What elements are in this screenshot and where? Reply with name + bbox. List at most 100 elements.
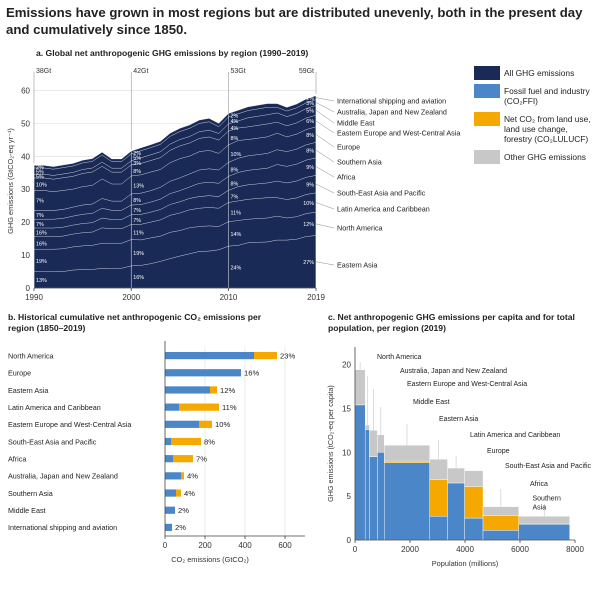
y-axis-label: GHG emissions (GtCO₂-eq yr⁻¹) <box>6 128 15 234</box>
legend-item-2: Net CO₂ from land use, land use change, … <box>474 112 598 144</box>
legend-label: All GHG emissions <box>504 68 575 78</box>
share-label: 9% <box>306 165 314 171</box>
category-label-africa: Africa <box>8 454 26 463</box>
category-label-north-america: North America <box>8 351 54 360</box>
share-label: 19% <box>36 259 47 265</box>
region-label-eastern-europe-and-west-central-asia: Eastern Europe and West-Central Asia <box>407 381 527 388</box>
leader-line <box>315 149 335 163</box>
legend-item-1: Fossil fuel and industry (CO₂FFI) <box>474 84 598 106</box>
legend-item-3: Other GHG emissions <box>474 150 598 164</box>
share-label: 10% <box>36 182 47 188</box>
bar-luluc-eastern-asia <box>384 460 430 464</box>
bar-ffi-southern-asia <box>165 489 176 497</box>
bar-ffi-south-east-asia-and-pacific <box>165 437 171 446</box>
total-label: 59Gt <box>299 68 314 75</box>
share-label: 2% <box>133 151 141 157</box>
region-label-australia-japan-and-new-zealand: Australia, Japan and New Zealand <box>400 368 507 375</box>
bar-ffi-europe <box>165 369 241 377</box>
bar-ffi-southern-asia <box>518 524 570 541</box>
leader-line <box>315 102 335 113</box>
y-tick-label: 20 <box>342 361 351 370</box>
bar-ffi-eastern-europe-and-west-central-asia <box>165 420 199 428</box>
total-label: 53Gt <box>230 68 245 75</box>
region-label-eastern-asia: Eastern Asia <box>439 416 478 423</box>
share-label: 6% <box>306 119 314 125</box>
region-label-europe: Europe <box>337 143 360 152</box>
legend-swatch <box>474 84 500 98</box>
bar-other-europe <box>447 467 465 484</box>
bar-ffi-europe <box>447 482 465 541</box>
share-label: 8% <box>230 182 238 188</box>
y-axis-label: GHG emissions (tCO₂-eq per capita) <box>326 385 335 502</box>
bar-value-label: 4% <box>184 489 195 498</box>
legend-swatch <box>474 150 500 164</box>
share-label: 19% <box>133 251 144 257</box>
x-tick-label: 2019 <box>307 293 325 302</box>
bar-value-label: 10% <box>215 420 230 429</box>
share-label: 14% <box>230 232 241 238</box>
share-label: 3% <box>306 101 314 107</box>
share-label: 24% <box>230 265 241 271</box>
bar-ffi-africa <box>482 530 519 541</box>
bar-value-label: 12% <box>220 386 235 395</box>
share-label: 2% <box>230 114 238 120</box>
leader-line <box>315 134 335 148</box>
bar-other-south-east-asia-and-pacific <box>464 470 484 487</box>
total-label: 38Gt <box>36 68 51 75</box>
bar-value-label: 11% <box>222 403 237 412</box>
y-tick-label: 30 <box>21 185 30 194</box>
y-tick-label: 15 <box>342 404 351 413</box>
y-tick-label: 60 <box>21 86 30 95</box>
leader-line <box>315 183 335 194</box>
region-label-africa: Africa <box>530 481 548 488</box>
share-label: 5% <box>36 174 44 180</box>
region-label-southern-asia-2: Asia <box>533 505 547 512</box>
region-label-southern-asia: Southern <box>533 496 562 503</box>
region-label-latin-america-and-caribbean: Latin America and Caribbean <box>470 432 560 439</box>
chart-c: 0 5 10 15 20 North America Australia, Japan an… <box>326 347 591 568</box>
bar-ffi-eastern-asia <box>384 462 430 541</box>
y-tick-label: 0 <box>26 284 31 293</box>
category-label-southern-asia: Southern Asia <box>8 489 53 498</box>
bar-luluc-southern-asia <box>176 489 181 497</box>
share-label: 4% <box>230 126 238 132</box>
share-label: 11% <box>133 230 144 236</box>
x-axis-label: CO₂ emissions (GtCO₂) <box>171 555 249 564</box>
bar-luluc-latin-america-and-caribbean <box>429 479 448 517</box>
leader-line <box>315 166 335 178</box>
x-tick-label: 2010 <box>220 293 238 302</box>
share-label: 16% <box>36 231 47 237</box>
share-label: 16% <box>133 275 144 281</box>
total-label: 42Gt <box>133 68 148 75</box>
share-label: 27% <box>303 260 314 266</box>
y-tick-label: 50 <box>21 119 30 128</box>
legend-swatch <box>474 66 500 80</box>
legend: All GHG emissions Fossil fuel and industr… <box>474 66 598 168</box>
share-label: 10% <box>230 152 241 158</box>
chart-a: 0 10 20 30 40 50 60 38Gt 42Gt 53Gt 59Gt 13% 19% 16% 16… <box>6 68 460 302</box>
y-tick-label: 20 <box>21 218 30 227</box>
leader-line <box>315 97 335 102</box>
leader-line <box>315 261 335 266</box>
leader-line <box>315 120 335 134</box>
bar-luluc-south-east-asia-and-pacific <box>171 437 201 446</box>
category-label-australia-japan-and-new-zealand: Australia, Japan and New Zealand <box>8 472 118 481</box>
share-label: 8% <box>133 169 141 175</box>
region-label-north-america: North America <box>377 354 421 361</box>
share-label: 8% <box>133 198 141 204</box>
category-label-south-east-asia-and-pacific: South-East Asia and Pacific <box>8 437 97 446</box>
bar-ffi-international-shipping-and-aviation <box>165 523 172 532</box>
y-tick-label: 5 <box>347 492 352 501</box>
bar-other-eastern-europe-and-west-central-asia <box>369 430 378 457</box>
x-tick-label: 200 <box>198 541 212 550</box>
x-axis-label: Population (millions) <box>432 559 499 568</box>
bar-ffi-australia-japan-and-new-zealand <box>364 429 370 541</box>
share-label: 7% <box>230 195 238 201</box>
share-label: 4% <box>230 119 238 125</box>
x-tick-label: 400 <box>238 541 252 550</box>
bar-value-label: 8% <box>204 437 215 446</box>
bar-other-africa <box>482 506 519 516</box>
panel-a-title: a. Global net anthropogenic GHG emission… <box>36 48 309 58</box>
legend-label: Other GHG emissions <box>504 152 586 162</box>
bar-other-eastern-asia <box>384 445 430 462</box>
